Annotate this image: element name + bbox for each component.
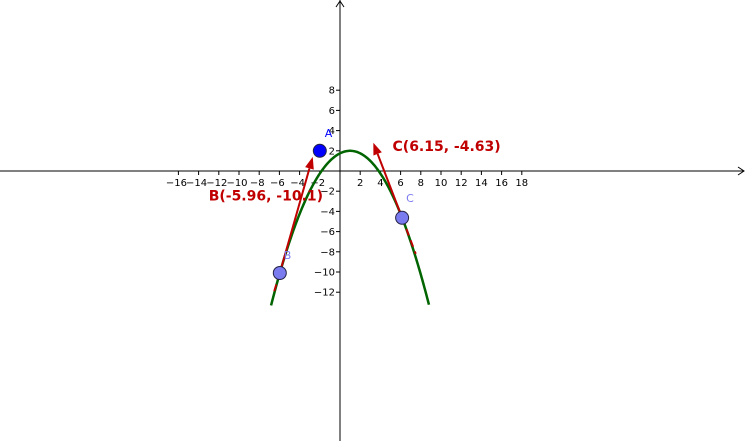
y-tick-label: 6 xyxy=(329,106,335,117)
vector-arrowhead-icon xyxy=(305,156,314,170)
x-tick-label: −2 xyxy=(310,178,325,189)
y-tick-label: −6 xyxy=(320,227,335,238)
x-tick-label: 18 xyxy=(515,178,528,189)
x-tick-label: 4 xyxy=(377,178,383,189)
tick-labels: −16 −14 −12 −10 −8 −6 −4 −2 2 4 6 8 10 12 14 16 188642−2… xyxy=(166,86,528,299)
point-label-c: C xyxy=(406,192,414,205)
x-tick-label: −10 xyxy=(226,178,247,189)
x-tick-label: −4 xyxy=(290,178,305,189)
y-axis-arrow-icon xyxy=(335,0,345,8)
point-a[interactable] xyxy=(312,143,327,158)
point-c[interactable] xyxy=(395,210,410,225)
x-tick-label: 2 xyxy=(357,178,363,189)
x-axis-arrow-icon xyxy=(737,166,745,176)
annotations-layer: B(-5.96, -10.1) C(6.15, -4.63) xyxy=(209,139,501,204)
x-tick-label: 8 xyxy=(418,178,424,189)
coordinate-label-0: B(-5.96, -10.1) xyxy=(209,188,323,204)
x-tick-label: −12 xyxy=(206,178,227,189)
y-tick-label: −12 xyxy=(314,288,335,299)
x-tick-label: 6 xyxy=(397,178,403,189)
parabola-layer xyxy=(269,149,431,306)
y-tick-label: 8 xyxy=(329,86,335,97)
x-tick-label: −8 xyxy=(250,178,265,189)
x-tick-label: 14 xyxy=(475,178,488,189)
y-tick-label: 2 xyxy=(329,146,335,157)
y-tick-label: −4 xyxy=(320,207,335,218)
y-tick-label: −10 xyxy=(314,268,335,279)
x-tick-label: 16 xyxy=(495,178,508,189)
vector-arrowhead-icon xyxy=(373,142,382,156)
point-label-a: A xyxy=(325,127,333,140)
coordinate-label-1: C(6.15, -4.63) xyxy=(393,139,501,155)
x-tick-label: −14 xyxy=(186,178,207,189)
y-tick-label: −8 xyxy=(320,247,335,258)
x-tick-label: −6 xyxy=(270,178,285,189)
vectors-layer xyxy=(272,142,417,295)
point-label-b: B xyxy=(284,249,292,262)
y-tick-label: −2 xyxy=(320,187,335,198)
points-layer: A B C xyxy=(272,127,414,281)
x-tick-label: 10 xyxy=(435,178,448,189)
x-tick-label: 12 xyxy=(455,178,468,189)
vector-1[interactable] xyxy=(376,153,404,219)
parabola-curve[interactable] xyxy=(269,149,431,306)
x-tick-label: −16 xyxy=(166,178,187,189)
y-tick-label: 4 xyxy=(329,126,335,137)
point-b[interactable] xyxy=(272,266,287,281)
vector-0[interactable] xyxy=(278,168,311,274)
